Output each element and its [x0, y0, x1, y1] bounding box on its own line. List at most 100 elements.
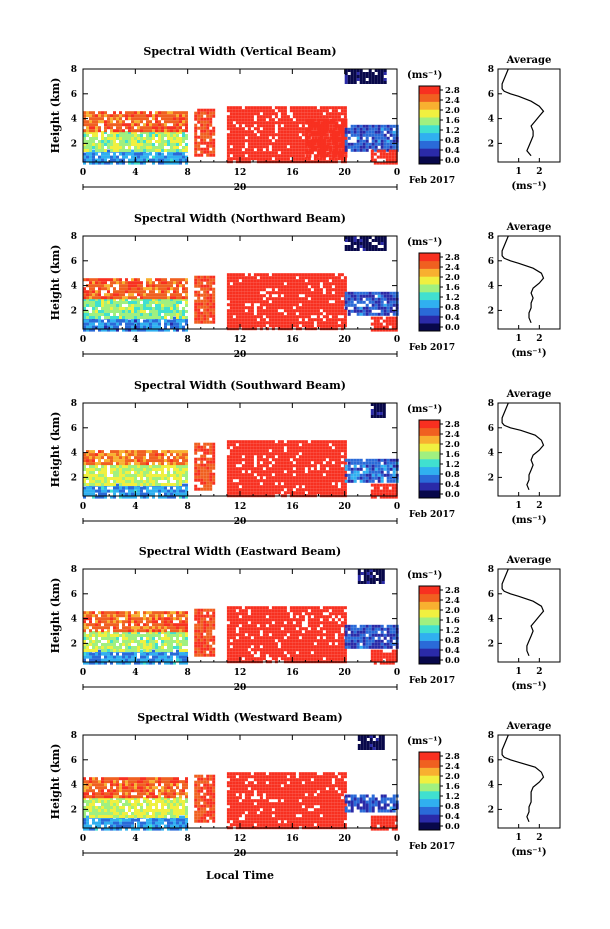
- heatmap-cell: [389, 127, 393, 131]
- heatmap-cell: [241, 315, 245, 319]
- heatmap-cell: [334, 315, 338, 319]
- heatmap-cell: [313, 476, 317, 480]
- heatmap-cell: [382, 149, 386, 153]
- heatmap-cell: [158, 149, 161, 152]
- heatmap-region: [226, 440, 347, 498]
- heatmap-cell: [359, 133, 363, 137]
- heatmap-cell: [274, 452, 278, 456]
- heatmap-cell: [310, 127, 314, 131]
- heatmap-cell: [149, 450, 152, 454]
- heatmap-cell: [280, 112, 284, 116]
- heatmap-cell: [256, 321, 260, 325]
- heatmap-cell: [386, 473, 390, 477]
- heatmap-cell: [326, 136, 330, 140]
- heatmap-cell: [307, 470, 311, 474]
- heatmap-cell: [316, 443, 320, 447]
- average-profile-line: [501, 68, 545, 157]
- heatmap-cell: [250, 464, 254, 468]
- heatmap-cell: [328, 476, 332, 480]
- heatmap-cell: [280, 303, 284, 307]
- heatmap-cell: [107, 459, 110, 463]
- heatmap-cell: [386, 130, 390, 134]
- heatmap-cell: [241, 139, 245, 143]
- heatmap-cell: [140, 287, 143, 291]
- heatmap-cell: [119, 456, 122, 460]
- heatmap-cell: [311, 118, 315, 122]
- heatmap-cell: [380, 145, 384, 149]
- heatmap-cell: [143, 328, 146, 332]
- heatmap-cell: [203, 132, 207, 136]
- heatmap-cell: [340, 461, 344, 465]
- heatmap-cell: [155, 471, 158, 474]
- heatmap-cell: [292, 303, 296, 307]
- heatmap-cell: [380, 78, 384, 81]
- heatmap-cell: [325, 485, 329, 489]
- heatmap-cell: [167, 111, 170, 115]
- heatmap-cell: [359, 312, 363, 316]
- heatmap-cell: [362, 242, 366, 245]
- heatmap-cell: [92, 290, 95, 294]
- heatmap-cell: [146, 146, 149, 149]
- heatmap-region: [226, 106, 347, 164]
- heatmap-cell: [137, 146, 140, 149]
- heatmap-cell: [212, 126, 216, 130]
- heatmap-cell: [337, 470, 341, 474]
- heatmap-cell: [229, 470, 233, 474]
- heatmap-cell: [170, 281, 173, 285]
- heatmap-cell: [383, 127, 387, 131]
- heatmap-cell: [250, 291, 254, 295]
- heatmap-cell: [113, 301, 116, 304]
- heatmap-cell: [226, 318, 230, 322]
- heatmap-cell: [341, 151, 345, 155]
- heatmap-cell: [356, 470, 360, 474]
- heatmap-cell: [134, 456, 137, 460]
- heatmap-cell: [128, 143, 131, 146]
- heatmap-cell: [197, 293, 201, 297]
- heatmap-cell: [301, 124, 305, 128]
- heatmap-cell: [98, 474, 101, 477]
- heatmap-cell: [185, 146, 188, 149]
- heatmap-cell: [226, 145, 230, 149]
- heatmap-cell: [250, 446, 254, 450]
- heatmap-cell: [101, 483, 104, 486]
- heatmap-cell: [298, 458, 302, 462]
- heatmap-cell: [143, 155, 146, 159]
- heatmap-cell: [98, 296, 101, 300]
- heatmap-cell: [388, 319, 392, 323]
- heatmap-cell: [331, 294, 335, 298]
- heatmap-cell: [334, 294, 338, 298]
- heatmap-cell: [292, 112, 296, 116]
- heatmap-cell: [116, 158, 119, 162]
- heatmap-cell: [197, 311, 201, 315]
- heatmap-cell: [253, 452, 257, 456]
- heatmap-cell: [182, 468, 185, 471]
- heatmap-cell: [179, 284, 182, 288]
- heatmap-cell: [253, 273, 257, 277]
- heatmap-cell: [286, 449, 290, 453]
- heatmap-cell: [274, 145, 278, 149]
- heatmap-cell: [158, 468, 161, 471]
- heatmap-cell: [110, 471, 113, 474]
- heatmap-cell: [253, 315, 257, 319]
- heatmap-cell: [280, 154, 284, 158]
- heatmap-cell: [292, 300, 296, 304]
- heatmap-cell: [337, 273, 341, 277]
- heatmap-cells: [83, 69, 399, 165]
- heatmap-cell: [286, 124, 290, 128]
- heatmap-cell: [265, 136, 269, 140]
- heatmap-cell: [176, 322, 179, 326]
- heatmap-cell: [149, 137, 152, 140]
- heatmap-cell: [343, 318, 347, 322]
- heatmap-cell: [310, 285, 314, 289]
- heatmap-cell: [113, 459, 116, 463]
- heatmap-cell: [305, 127, 309, 131]
- heatmap-cell: [125, 296, 128, 300]
- heatmap-cell: [268, 440, 272, 444]
- heatmap-cell: [247, 467, 251, 471]
- heatmap-cell: [283, 309, 287, 313]
- heatmap-cell: [295, 291, 299, 295]
- heatmap-cell: [146, 158, 149, 162]
- heatmap-cell: [368, 75, 372, 78]
- heatmap-cell: [340, 446, 344, 450]
- heatmap-cell: [274, 443, 278, 447]
